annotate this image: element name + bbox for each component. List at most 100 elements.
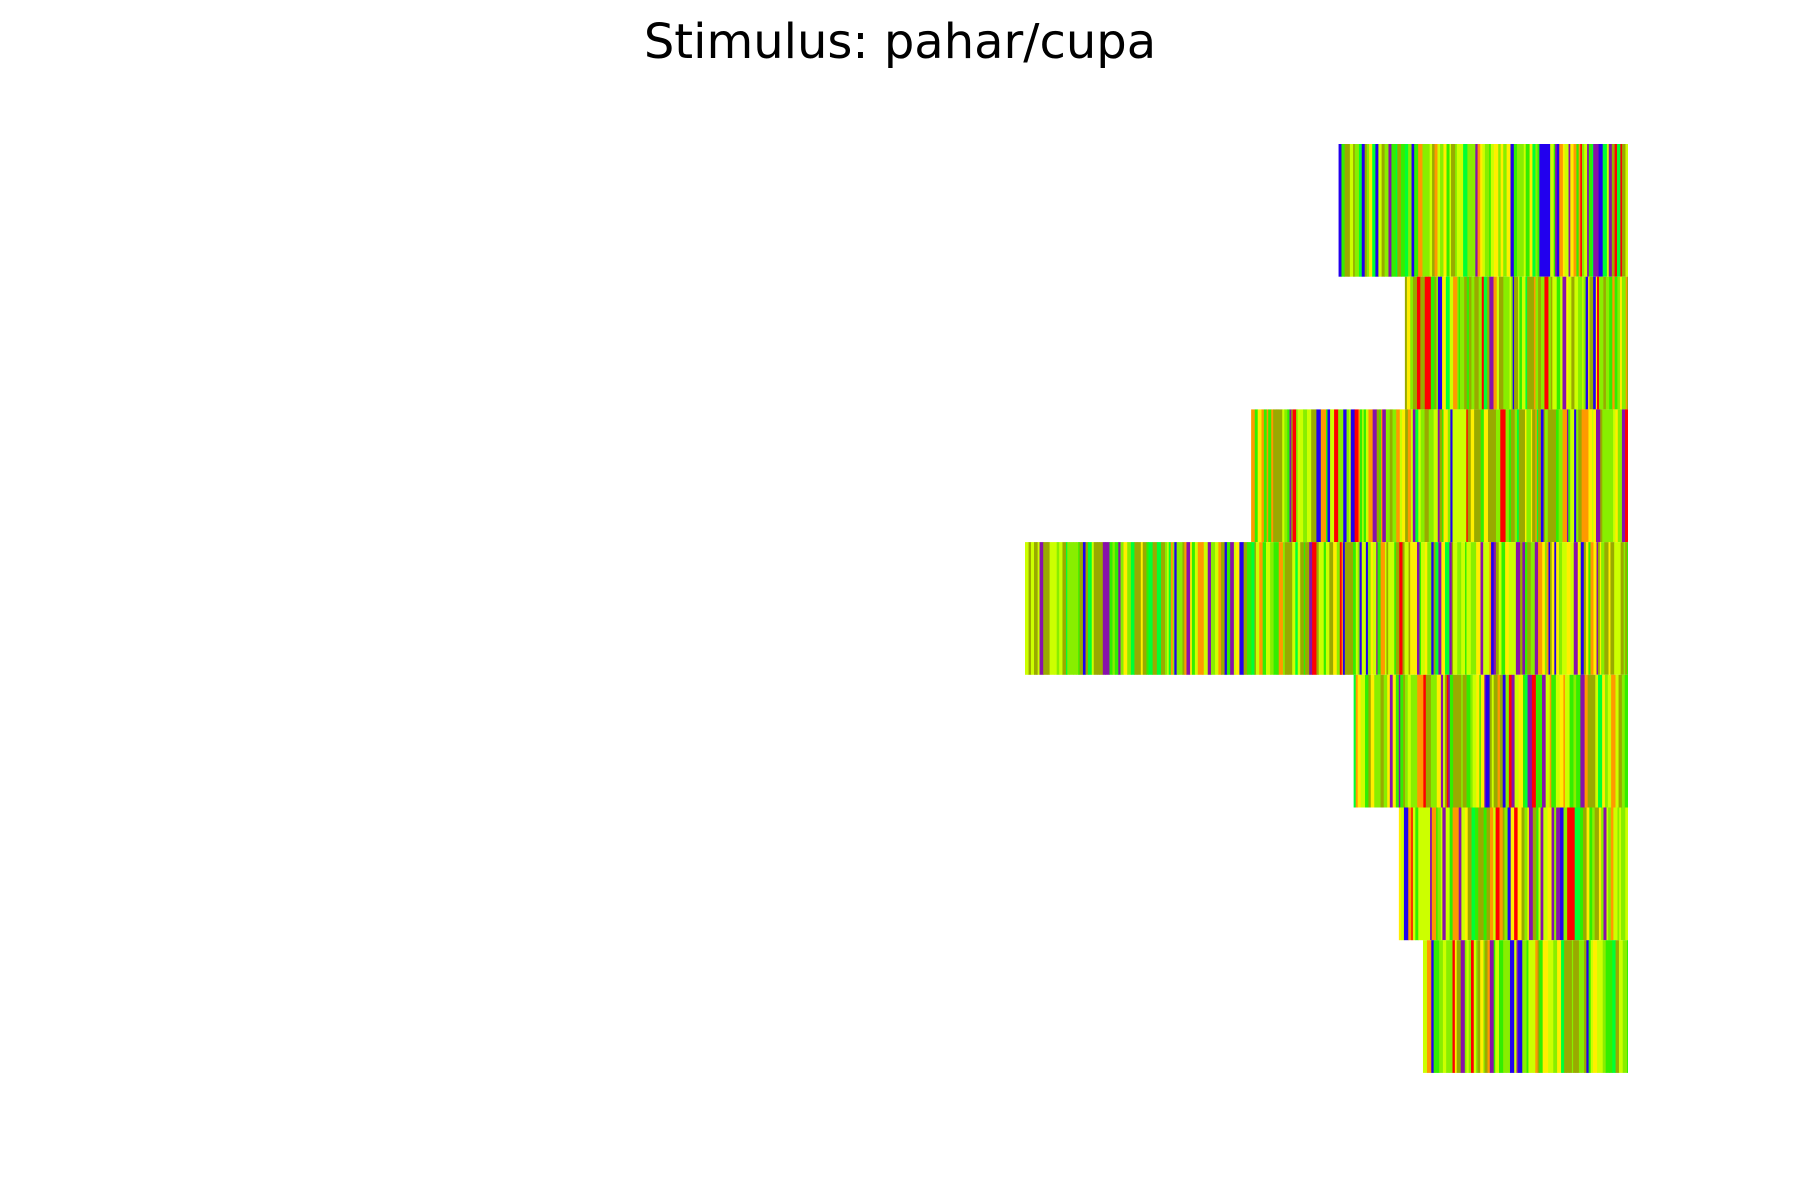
heatmap-cell [1518, 276, 1520, 410]
heatmap-cell [1603, 276, 1607, 410]
heatmap-cell [1325, 409, 1328, 543]
heatmap-cell [1452, 940, 1456, 1073]
heatmap-cell [1597, 276, 1600, 410]
heatmap-cell [1587, 674, 1592, 808]
heatmap-cell [1257, 409, 1262, 543]
heatmap-cell [1580, 144, 1583, 277]
heatmap-cell [1431, 542, 1434, 675]
heatmap-cell [1408, 144, 1412, 277]
heatmap-cell [1440, 674, 1444, 808]
heatmap-cell [1480, 542, 1484, 675]
heatmap-cell [1602, 674, 1606, 808]
heatmap-cell [1375, 144, 1379, 277]
heatmap-cell [1562, 542, 1565, 675]
heatmap-cell [1420, 409, 1425, 543]
heatmap-cell [1493, 940, 1496, 1073]
heatmap-cell [1349, 409, 1352, 543]
heatmap-cell [1573, 674, 1577, 808]
heatmap-cell [1355, 674, 1359, 808]
heatmap-cell [1226, 542, 1231, 675]
heatmap-cell [1430, 276, 1435, 410]
heatmap-cell [1510, 409, 1516, 543]
heatmap-cell [1610, 807, 1614, 941]
heatmap-cell [1477, 409, 1482, 543]
heatmap-cell [1123, 542, 1128, 675]
heatmap-cell [1361, 144, 1366, 277]
heatmap-cell [1168, 542, 1172, 675]
heatmap-cell [1535, 409, 1538, 543]
heatmap-cell [1583, 807, 1586, 941]
heatmap-cell [1161, 542, 1166, 675]
heatmap-cell [1320, 409, 1324, 543]
heatmap-cell [1564, 940, 1567, 1073]
heatmap-cell [1499, 807, 1504, 941]
heatmap-cell [1584, 674, 1589, 808]
heatmap-cell [1405, 409, 1409, 543]
heatmap-cell [1513, 144, 1518, 277]
heatmap-cell [1549, 940, 1554, 1073]
heatmap-cell [1465, 542, 1467, 675]
heatmap-cell [1431, 807, 1437, 941]
heatmap-cell [1584, 409, 1587, 543]
heatmap-cell [1580, 542, 1585, 675]
heatmap-cell [1170, 542, 1174, 675]
heatmap-cell [1191, 542, 1196, 675]
heatmap-cell [1587, 144, 1590, 277]
heatmap-cell [1519, 144, 1525, 277]
heatmap-cell [1425, 674, 1430, 808]
heatmap-cell [1367, 542, 1372, 675]
heatmap-cell [1136, 542, 1142, 675]
heatmap-cell [1130, 542, 1135, 675]
heatmap-cell [1436, 674, 1442, 808]
heatmap-cell [1235, 542, 1240, 675]
heatmap-cell [1478, 276, 1483, 410]
heatmap-cell [1615, 674, 1619, 808]
heatmap-cell [1383, 674, 1388, 808]
heatmap-cell [1203, 542, 1209, 675]
heatmap-cell [1570, 409, 1575, 543]
heatmap-cell [1146, 542, 1149, 675]
heatmap-cell [1612, 276, 1616, 410]
heatmap-cell [1562, 409, 1568, 543]
heatmap-cell [1542, 940, 1546, 1073]
heatmap-cell [1443, 144, 1447, 277]
heatmap-cell [1307, 409, 1312, 543]
heatmap-cell [1370, 542, 1374, 675]
heatmap-cell [1470, 674, 1474, 808]
heatmap-cell [1621, 674, 1626, 808]
heatmap-cell [1442, 409, 1444, 543]
heatmap-cell [1069, 542, 1074, 675]
heatmap-cell [1578, 276, 1583, 410]
heatmap-cell [1576, 940, 1580, 1073]
heatmap-cell [1605, 940, 1610, 1073]
heatmap-cell [1259, 542, 1264, 675]
heatmap-cell [1446, 144, 1450, 277]
heatmap-cell [1423, 674, 1427, 808]
heatmap-cell [1576, 409, 1579, 543]
heatmap-cell [1597, 940, 1602, 1073]
heatmap-cell [1381, 144, 1385, 277]
heatmap-cell [1563, 807, 1568, 941]
heatmap-cell [1435, 542, 1439, 675]
heatmap-cell [1464, 940, 1467, 1073]
heatmap-cell [1604, 674, 1609, 808]
heatmap-cell [1581, 409, 1585, 543]
heatmap-cell [1621, 276, 1627, 410]
heatmap-cell [1543, 807, 1548, 941]
heatmap-cell [1505, 674, 1508, 808]
heatmap-cell [1251, 542, 1255, 675]
heatmap-cell [1624, 674, 1628, 808]
heatmap-cell [1439, 940, 1444, 1073]
heatmap-cell [1625, 409, 1628, 543]
heatmap-cell [1449, 144, 1452, 277]
heatmap-cell [1402, 409, 1406, 543]
heatmap-cell [1609, 276, 1613, 410]
heatmap-cell [1556, 144, 1560, 277]
heatmap-cell [1433, 940, 1438, 1073]
heatmap-cell [1479, 807, 1485, 941]
heatmap-cell [1498, 276, 1504, 410]
heatmap-cell [1480, 674, 1485, 808]
heatmap-cell [1443, 409, 1449, 543]
heatmap-cell [1580, 674, 1585, 808]
heatmap-cell [1418, 409, 1422, 543]
